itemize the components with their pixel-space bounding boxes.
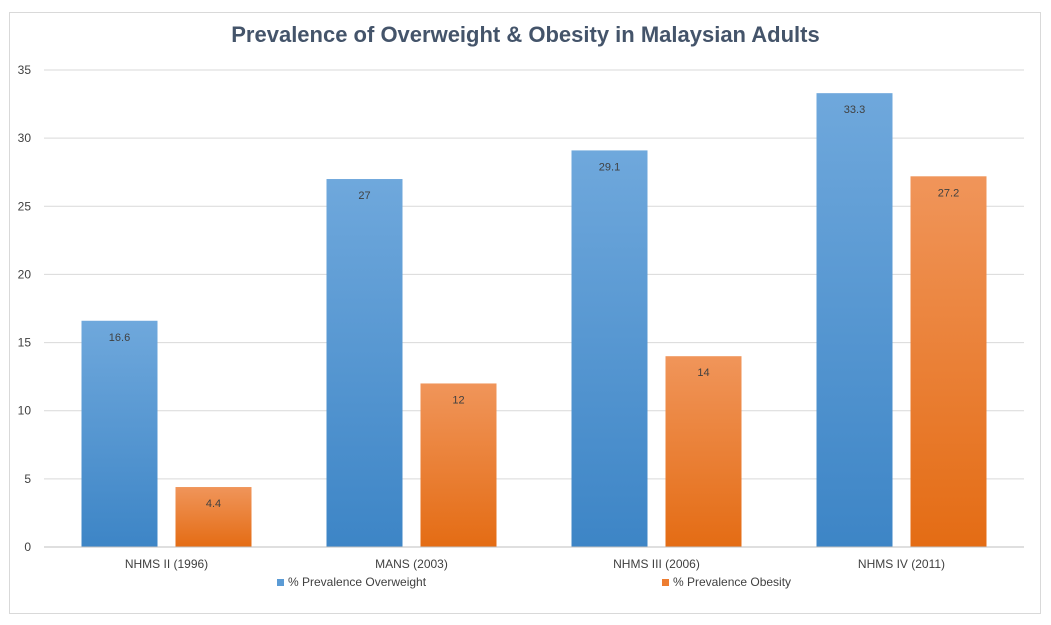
- data-label: 33.3: [844, 104, 865, 116]
- y-tick-label: 35: [18, 63, 32, 77]
- y-axis-ticks: 0 5 10 15 20 25 30 35: [18, 63, 32, 554]
- bar-obesity: [420, 383, 497, 547]
- data-label: 14: [697, 367, 709, 379]
- bar-overweight: [326, 179, 403, 547]
- bar-overweight: [81, 320, 158, 547]
- legend-label-overweight: % Prevalence Overweight: [288, 575, 427, 589]
- bar-overweight: [816, 93, 893, 547]
- bar-obesity: [910, 176, 987, 547]
- bar-overweight: [571, 150, 648, 547]
- y-tick-label: 15: [18, 336, 32, 350]
- legend-swatch-overweight: [277, 578, 284, 586]
- data-label: 4.4: [206, 498, 221, 510]
- data-label: 27: [358, 190, 370, 202]
- data-label: 12: [452, 394, 464, 406]
- data-label: 29.1: [599, 161, 620, 173]
- data-label: 16.6: [109, 332, 130, 344]
- legend-label-obesity: % Prevalence Obesity: [673, 575, 792, 589]
- y-tick-label: 20: [18, 267, 32, 281]
- x-tick-label: NHMS III (2006): [613, 557, 700, 571]
- data-labels: 16.6 4.4 27 12 29.1 14 33.3 27.2: [109, 104, 959, 510]
- legend-item-overweight: % Prevalence Overweight: [277, 575, 426, 589]
- y-tick-label: 10: [18, 404, 32, 418]
- bars: [81, 93, 987, 547]
- y-tick-label: 25: [18, 199, 32, 213]
- chart-title: Prevalence of Overweight & Obesity in Ma…: [231, 22, 820, 47]
- x-tick-label: NHMS II (1996): [125, 557, 208, 571]
- legend-swatch-obesity: [662, 578, 669, 586]
- y-tick-label: 5: [24, 472, 31, 486]
- legend-item-obesity: % Prevalence Obesity: [662, 575, 791, 589]
- y-tick-label: 30: [18, 131, 32, 145]
- x-tick-label: NHMS IV (2011): [858, 557, 945, 571]
- y-tick-label: 0: [24, 540, 31, 554]
- bar-obesity: [665, 356, 742, 547]
- x-tick-label: MANS (2003): [375, 557, 448, 571]
- data-label: 27.2: [938, 187, 959, 199]
- bar-obesity: [175, 487, 252, 547]
- x-axis-ticks: NHMS II (1996) MANS (2003) NHMS III (2006)…: [44, 546, 1024, 571]
